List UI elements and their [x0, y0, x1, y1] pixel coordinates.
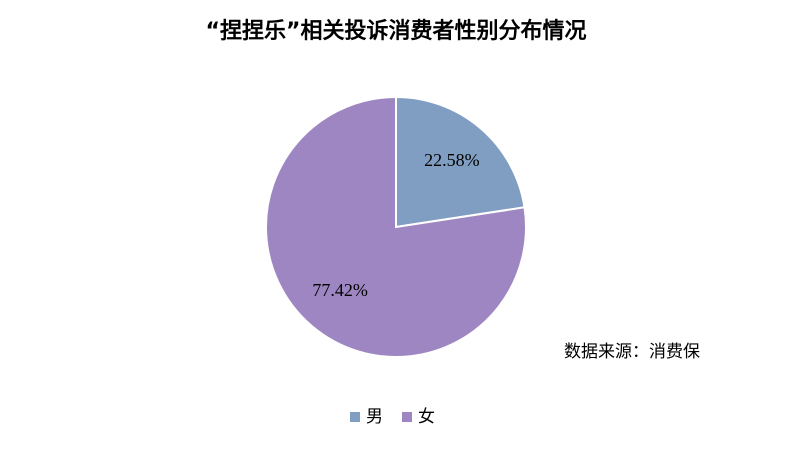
pie-slice: [265, 95, 527, 358]
legend-swatch: [402, 412, 412, 422]
legend-label: 女: [418, 407, 435, 427]
data-label: 77.42%: [312, 280, 368, 300]
annotation: 数据来源：消费保: [564, 342, 700, 362]
legend-label: 男: [366, 407, 383, 427]
pie-slice: [395, 95, 526, 229]
data-label: 22.58%: [424, 150, 480, 170]
legend-swatch: [350, 412, 360, 422]
chart-title: “捏捏乐”相关投诉消费者性别分布情况: [206, 18, 587, 44]
